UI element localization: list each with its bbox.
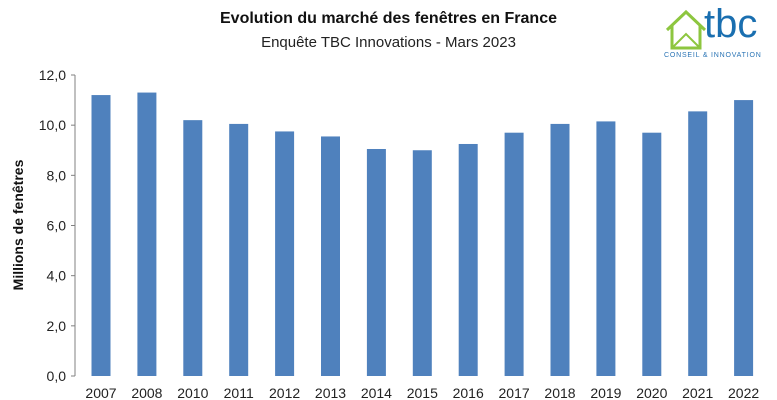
x-tick-label: 2016 bbox=[453, 385, 484, 400]
chart-subtitle: Enquête TBC Innovations - Mars 2023 bbox=[261, 34, 516, 51]
y-tick-label: 12,0 bbox=[39, 67, 66, 83]
y-tick-label: 10,0 bbox=[39, 117, 66, 133]
bar-2012 bbox=[275, 131, 295, 376]
tbc-logo: tbc CONSEIL & INNOVATION bbox=[660, 2, 777, 64]
bar-2011 bbox=[229, 123, 249, 376]
x-tick-label: 2017 bbox=[499, 385, 530, 400]
y-axis-label: Millions de fenêtres bbox=[10, 159, 26, 290]
y-tick-label: 2,0 bbox=[47, 318, 67, 334]
bar-2010 bbox=[183, 120, 203, 377]
bar-2019 bbox=[596, 121, 616, 376]
x-tick-label: 2020 bbox=[636, 385, 667, 400]
bar-2008 bbox=[137, 92, 157, 376]
y-tick-label: 4,0 bbox=[47, 268, 67, 284]
x-tick-label: 2007 bbox=[85, 385, 116, 400]
x-tick-label: 2022 bbox=[728, 385, 759, 400]
x-tick-label: 2012 bbox=[269, 385, 300, 400]
bars bbox=[91, 92, 754, 377]
x-tick-label: 2010 bbox=[177, 385, 208, 400]
x-tick-label: 2014 bbox=[361, 385, 392, 400]
x-tick-label: 2019 bbox=[590, 385, 621, 400]
logo-tagline: CONSEIL & INNOVATION bbox=[664, 52, 762, 59]
x-tick-label: 2011 bbox=[224, 385, 254, 400]
house-icon bbox=[665, 9, 707, 50]
x-tick-label: 2015 bbox=[407, 385, 438, 400]
bar-2015 bbox=[412, 150, 432, 376]
bar-2021 bbox=[688, 111, 708, 376]
bar-2014 bbox=[366, 148, 386, 376]
y-tick-label: 6,0 bbox=[47, 218, 67, 234]
y-axis: 0,0 2,0 4,0 6,0 8,0 10,0 12,0 bbox=[39, 67, 76, 384]
x-tick-label: 2008 bbox=[131, 385, 162, 400]
bar-2007 bbox=[91, 95, 111, 377]
x-axis: 2007 2008 2010 2011 2012 2013 2014 2015 2016 2017… bbox=[85, 385, 759, 400]
chart-title: Evolution du marché des fenêtres en Fran… bbox=[220, 10, 557, 27]
x-tick-label: 2018 bbox=[544, 385, 575, 400]
bar-2018 bbox=[550, 123, 570, 376]
bar-2017 bbox=[504, 132, 524, 376]
y-tick-label: 0,0 bbox=[47, 368, 67, 384]
y-tick-label: 8,0 bbox=[47, 167, 67, 183]
x-tick-label: 2021 bbox=[682, 385, 713, 400]
logo-word: tbc bbox=[704, 2, 758, 46]
bar-2013 bbox=[321, 136, 340, 376]
bar-2020 bbox=[642, 132, 662, 376]
bar-2022 bbox=[734, 100, 754, 376]
bar-2016 bbox=[458, 143, 478, 376]
x-tick-label: 2013 bbox=[315, 385, 346, 400]
